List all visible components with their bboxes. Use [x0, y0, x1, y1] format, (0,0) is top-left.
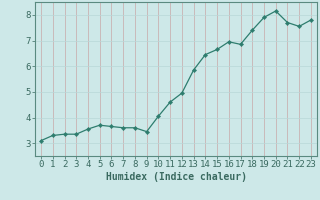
X-axis label: Humidex (Indice chaleur): Humidex (Indice chaleur) — [106, 172, 246, 182]
